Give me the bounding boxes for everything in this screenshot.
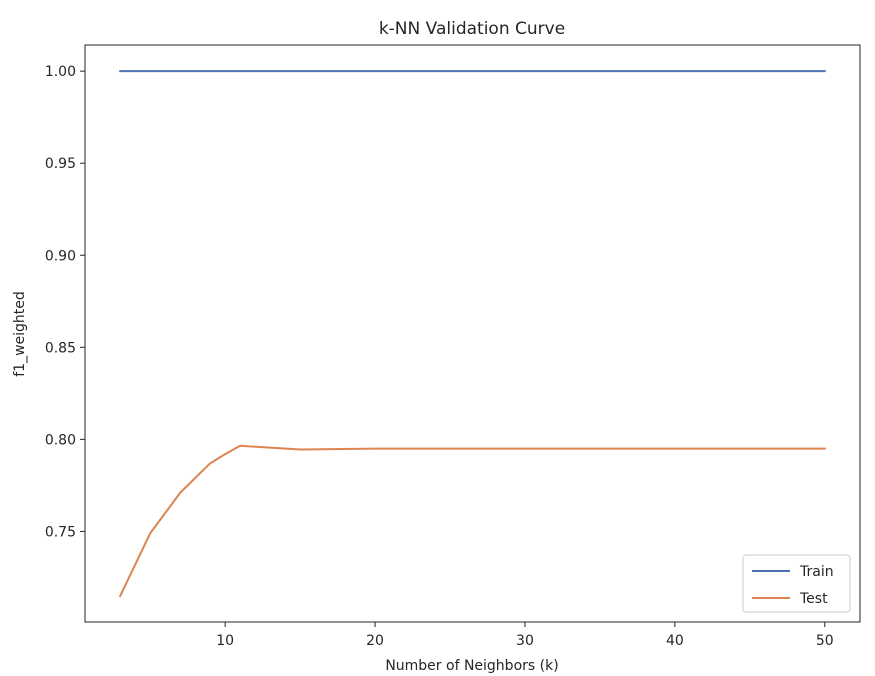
y-tick-label: 0.95: [45, 156, 76, 172]
y-tick-label: 0.85: [45, 340, 76, 356]
legend-box: [742, 554, 851, 613]
x-axis-ticks: 10 20 30 40 50: [216, 622, 834, 649]
x-tick-label: 20: [366, 633, 384, 649]
x-axis-label: Number of Neighbors (k): [385, 658, 558, 674]
y-tick-label: 0.75: [45, 524, 76, 540]
series-layer: [118, 70, 826, 598]
x-tick-label: 10: [216, 633, 234, 649]
chart-title: k-NN Validation Curve: [379, 19, 565, 39]
y-tick-label: 1.00: [45, 64, 76, 80]
legend: Train Test: [742, 554, 851, 613]
y-tick-label: 0.90: [45, 248, 76, 264]
x-tick-label: 50: [816, 633, 834, 649]
legend-label-test: Test: [799, 591, 828, 607]
plot-frame: [84, 44, 861, 623]
y-tick-label: 0.80: [45, 432, 76, 448]
x-tick-label: 40: [666, 633, 684, 649]
x-tick-label: 30: [516, 633, 534, 649]
legend-label-train: Train: [799, 564, 834, 580]
series-line-test: [118, 444, 826, 598]
y-axis-ticks: 0.75 0.80 0.85 0.90 0.95 1.00: [45, 64, 85, 540]
y-axis-label: f1_weighted: [12, 291, 28, 377]
